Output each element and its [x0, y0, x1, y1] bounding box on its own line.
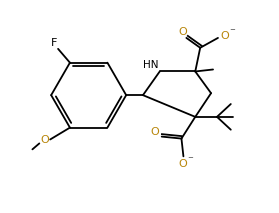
Text: F: F — [51, 38, 57, 48]
Text: ⁻: ⁻ — [187, 155, 193, 165]
Text: O: O — [220, 31, 229, 41]
Text: O: O — [178, 27, 187, 37]
Text: ⁻: ⁻ — [229, 27, 235, 37]
Text: HN: HN — [143, 60, 158, 70]
Text: O: O — [40, 135, 49, 145]
Text: O: O — [178, 159, 187, 169]
Text: O: O — [150, 127, 159, 137]
